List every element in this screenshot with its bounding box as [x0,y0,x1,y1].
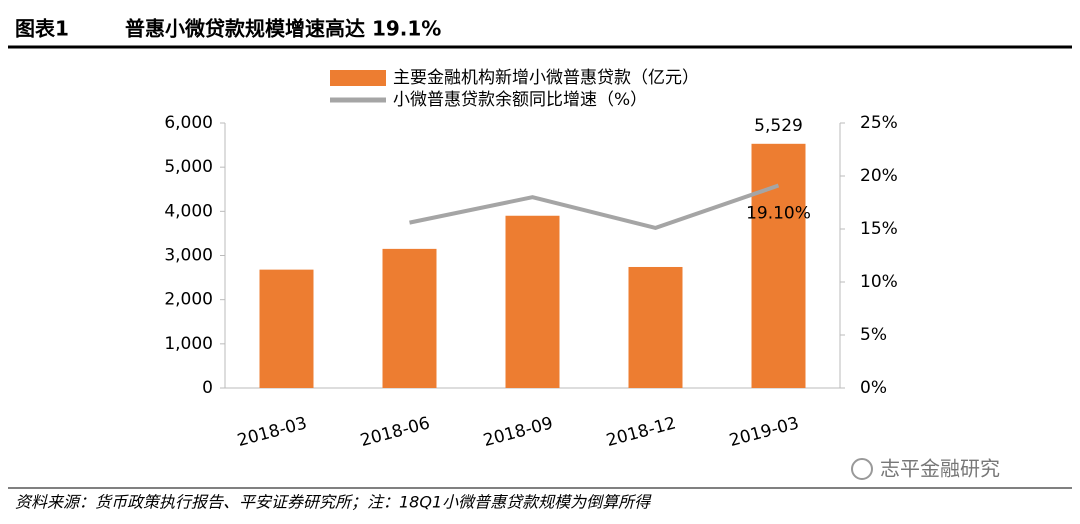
bar [505,215,560,388]
y2-tick-label: 10% [860,272,898,292]
watermark: 志平金融研究 [880,457,1000,481]
y2-tick-label: 0% [860,378,887,398]
bar [259,269,314,388]
figure-label: 图表1 [15,17,69,41]
watermark-icon [851,458,873,480]
bar [382,248,437,388]
value-label: 5,529 [754,116,803,136]
y-tick-label: 6,000 [164,113,213,133]
y2-tick-label: 5% [860,325,887,345]
chart-title: 普惠小微贷款规模增速高达 19.1% [125,17,441,41]
legend-label: 小微普惠贷款余额同比增速（%） [393,90,647,110]
y2-tick-label: 20% [860,166,898,186]
y-tick-label: 0 [202,378,213,398]
y-tick-label: 4,000 [164,201,213,221]
source-note: 资料来源：货币政策执行报告、平安证券研究所；注：18Q1小微普惠贷款规模为倒算所… [15,493,652,512]
legend-swatch [330,70,386,86]
y-tick-label: 1,000 [164,334,213,354]
bar [751,143,806,388]
y2-tick-label: 25% [860,113,898,133]
y-tick-label: 2,000 [164,290,213,310]
y2-tick-label: 15% [860,219,898,239]
line [409,183,780,231]
bar [628,266,683,388]
legend-label: 主要金融机构新增小微普惠贷款（亿元） [393,68,699,88]
y-tick-label: 5,000 [164,157,213,177]
value-label: 19.10% [746,204,811,224]
y-tick-label: 3,000 [164,246,213,266]
